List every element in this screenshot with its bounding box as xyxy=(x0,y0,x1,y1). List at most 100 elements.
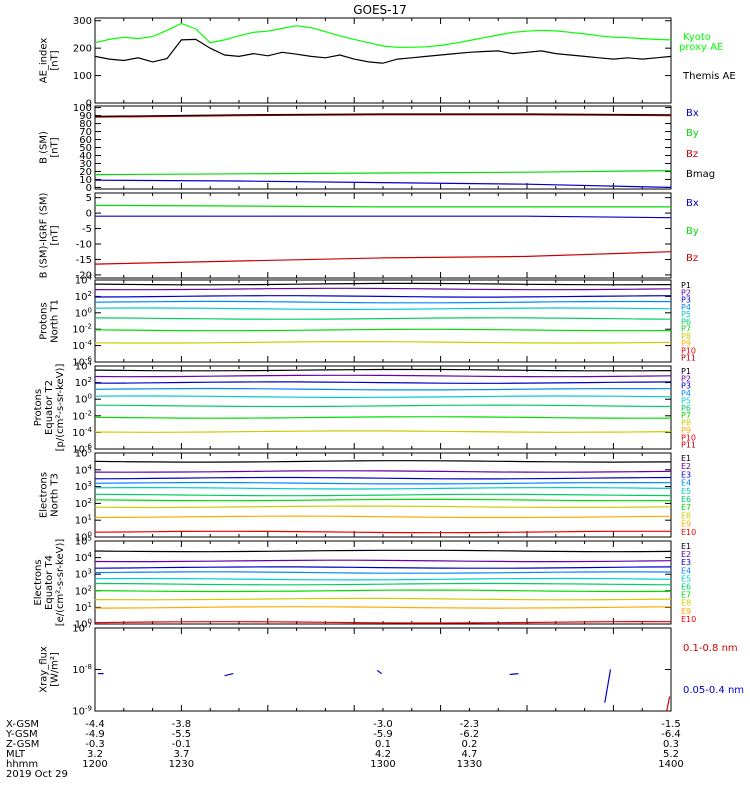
xaxis-row-value: -3.0 xyxy=(373,719,393,730)
xray-flux-ytick-label: 10-9 xyxy=(72,705,92,718)
protons-equator-t2-ylabel: Protons xyxy=(33,389,44,426)
protons-north-t1-channel-P3 xyxy=(94,295,672,298)
electrons-equator-t4-channel-E6 xyxy=(94,582,672,586)
protons-north-t1-legend-P5: P5 xyxy=(681,310,691,319)
electrons-equator-t4-ytick-label: 102 xyxy=(75,584,92,597)
electrons-north-t3-ytick-label: 101 xyxy=(75,514,92,527)
protons-equator-t2-channel-P1 xyxy=(94,368,672,372)
protons-equator-t2-ytick-label: 100 xyxy=(75,393,92,406)
electrons-north-t3-channel-E10 xyxy=(94,530,671,534)
xaxis-row-value: -2.3 xyxy=(460,719,480,730)
electrons-equator-t4-ylabel: [e/(cm²-s-sr-keV)] xyxy=(55,539,66,627)
protons-equator-t2-ytick-label: 10-6 xyxy=(72,443,92,456)
protons-north-t1-ytick-label: 104 xyxy=(75,274,93,287)
xaxis-row-value: 1230 xyxy=(169,759,194,770)
protons-equator-t2-frame xyxy=(94,365,672,450)
b-sm-series-0 xyxy=(94,179,672,188)
protons-equator-t2-channel-P5 xyxy=(94,395,672,398)
b-sm-legend-0: Bx xyxy=(686,108,699,119)
protons-north-t1-channel-P7 xyxy=(94,328,672,332)
electrons-equator-t4-channel-E1 xyxy=(94,549,672,553)
xray-flux-segment-1-3 xyxy=(509,673,519,676)
protons-north-t1-channel-P2 xyxy=(94,287,672,291)
b-sm-series-3 xyxy=(94,113,672,117)
electrons-equator-t4-channel-E7 xyxy=(94,589,672,593)
xaxis-row-value: -6.2 xyxy=(460,729,480,740)
electrons-equator-t4-channel-E2 xyxy=(94,559,672,563)
xaxis-row-value: 5.2 xyxy=(663,749,679,760)
protons-north-t1-ytick-label: 100 xyxy=(75,306,92,319)
b-minus-igrf-ylabel: [nT] xyxy=(50,225,61,245)
xray-flux-segment-1-4 xyxy=(604,669,612,703)
xaxis-row-value: -4.4 xyxy=(85,719,105,730)
ae-index-frame xyxy=(94,17,672,104)
b-minus-igrf-legend-1: By xyxy=(686,226,699,237)
protons-equator-t2-legend-P9: P9 xyxy=(681,426,691,435)
protons-equator-t2-ylabel: Equator T2 xyxy=(44,380,55,435)
xray-flux-ytick-label: 10-7 xyxy=(72,622,92,635)
protons-equator-t2-ylabel: [p/(cm²-s-sr-keV)] xyxy=(55,364,66,452)
electrons-equator-t4-legend-E2: E2 xyxy=(681,550,691,559)
b-sm-ytick-label: 0 xyxy=(86,183,92,194)
b-minus-igrf-ytick-label: -5 xyxy=(82,224,92,235)
electrons-north-t3-legend-E5: E5 xyxy=(681,487,691,496)
xaxis-row-value: 3.7 xyxy=(173,749,189,760)
ae-index-ytick-label: 200 xyxy=(73,44,92,55)
b-minus-igrf-series-2 xyxy=(94,251,672,265)
xaxis-row-value: 4.7 xyxy=(461,749,477,760)
xaxis-row-value: 4.2 xyxy=(375,749,391,760)
xaxis-row-label: hhmm xyxy=(6,759,38,770)
xray-flux-ytick-label: 10-8 xyxy=(72,663,92,676)
protons-north-t1-ytick-label: 10-6 xyxy=(72,356,92,369)
electrons-north-t3-ytick-label: 102 xyxy=(75,497,92,510)
electrons-north-t3-ylabel: North T3 xyxy=(50,473,61,517)
b-sm-ytick-label: 100 xyxy=(73,103,92,114)
xaxis-row-label: MLT xyxy=(6,749,26,760)
xaxis-row-value: 1400 xyxy=(658,759,683,770)
b-sm-ytick-label: 50 xyxy=(79,143,92,154)
xray-flux-segment-0-0 xyxy=(666,696,671,712)
protons-equator-t2-legend-P11: P11 xyxy=(681,441,696,450)
b-minus-igrf-ytick-label: -10 xyxy=(76,240,92,251)
xray-flux-legend-0: 0.1-0.8 nm xyxy=(683,643,738,654)
b-sm-ylabel: B (SM) xyxy=(39,131,50,164)
protons-equator-t2-legend-P7: P7 xyxy=(681,411,691,420)
electrons-north-t3-channel-E8 xyxy=(94,505,672,509)
electrons-north-t3-legend-E7: E7 xyxy=(681,503,691,512)
protons-north-t1-channel-P6 xyxy=(94,317,672,320)
electrons-north-t3-channel-E7 xyxy=(94,498,672,502)
xaxis-row-label: X-GSM xyxy=(6,719,39,730)
ae-index-legend-0b: proxy AE xyxy=(679,42,723,53)
electrons-equator-t4-ytick-label: 100 xyxy=(75,618,92,631)
figure-title: GOES-17 xyxy=(353,3,407,17)
date-label: 2019 Oct 29 xyxy=(6,769,68,780)
b-sm-legend-3: Bmag xyxy=(686,169,715,180)
ae-index-series-0 xyxy=(94,22,672,48)
xray-flux-segment-1-1 xyxy=(224,673,234,677)
protons-equator-t2-legend-P1: P1 xyxy=(681,367,691,376)
xaxis-row-value: 1200 xyxy=(82,759,107,770)
protons-north-t1-channel-P8 xyxy=(94,341,672,344)
electrons-equator-t4-ylabel: Equator T4 xyxy=(44,555,55,610)
xaxis-row-value: -4.9 xyxy=(85,729,105,740)
electrons-north-t3-legend-E2: E2 xyxy=(681,462,691,471)
electrons-north-t3-ytick-label: 100 xyxy=(75,531,92,544)
b-sm-ylabel: [nT] xyxy=(50,137,61,157)
xaxis-row-value: -5.9 xyxy=(373,729,393,740)
protons-equator-t2-legend-P10: P10 xyxy=(681,433,696,442)
ae-index-series-1 xyxy=(94,38,672,64)
electrons-equator-t4-legend-E1: E1 xyxy=(681,542,691,551)
protons-north-t1-legend-P4: P4 xyxy=(681,303,691,312)
protons-equator-t2-legend-P4: P4 xyxy=(681,389,691,398)
b-sm-ytick-label: 60 xyxy=(79,135,92,146)
b-minus-igrf-legend-2: Bz xyxy=(686,253,698,264)
b-sm-legend-2: Bz xyxy=(686,149,698,160)
b-minus-igrf-series-1 xyxy=(94,204,671,208)
xaxis-row-value: -6.4 xyxy=(661,729,681,740)
electrons-equator-t4-ytick-label: 101 xyxy=(75,601,92,614)
protons-equator-t2-legend-P8: P8 xyxy=(681,419,691,428)
ae-index-ytick-label: 300 xyxy=(73,16,92,27)
electrons-north-t3-ytick-label: 104 xyxy=(75,463,93,476)
